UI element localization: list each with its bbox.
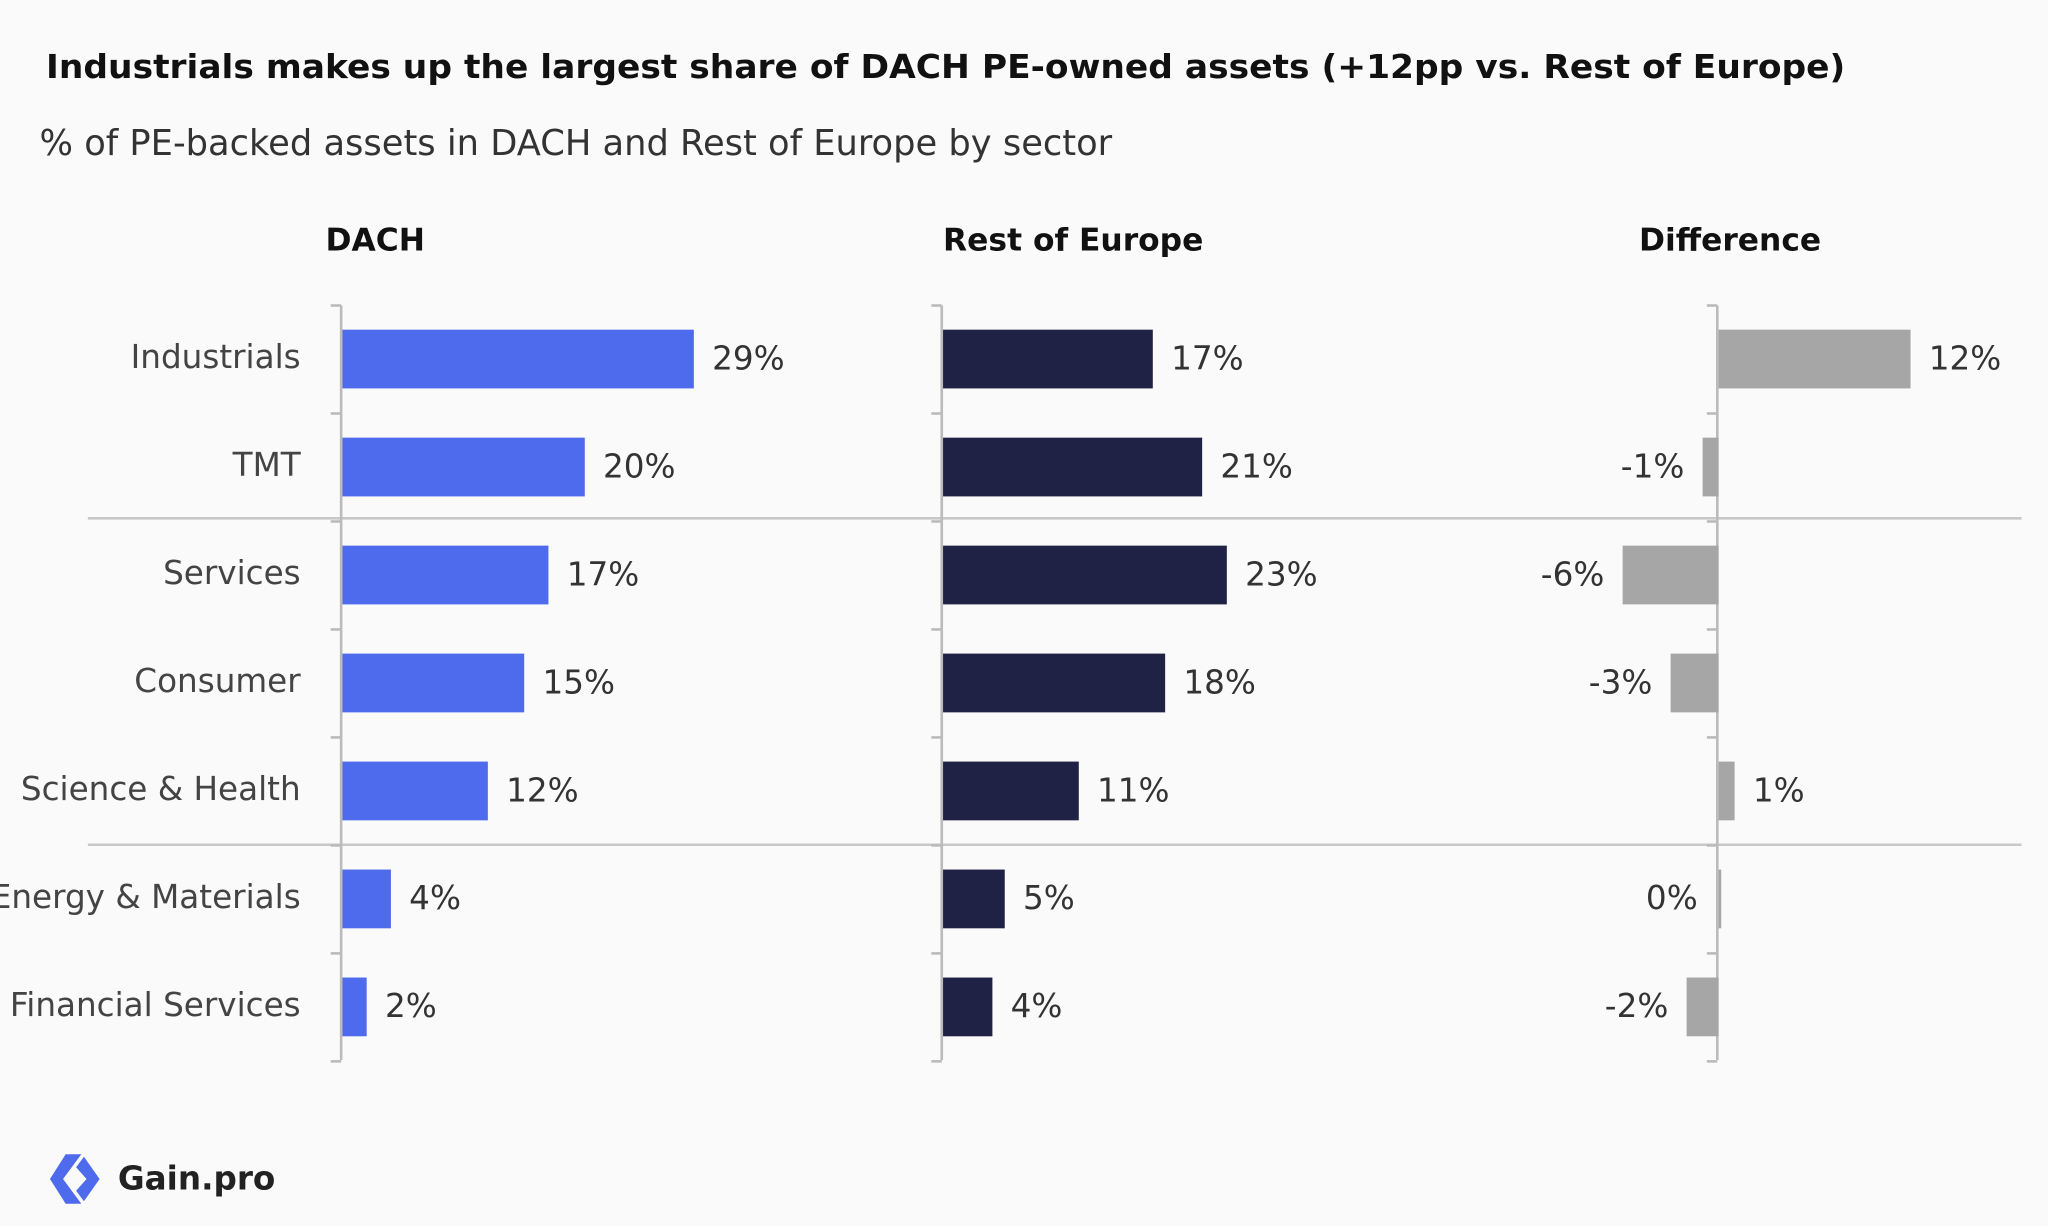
value-label: 4%: [409, 879, 461, 917]
bar: [943, 437, 1203, 497]
value-label: -1%: [1621, 447, 1685, 485]
bar: [342, 545, 549, 605]
bar: [943, 545, 1227, 605]
value-label: 18%: [1183, 663, 1256, 701]
value-label: 29%: [712, 339, 785, 377]
bar: [1718, 761, 1735, 821]
category-label: Services: [163, 554, 301, 592]
value-label: 1%: [1753, 771, 1805, 809]
bar: [342, 761, 488, 821]
value-label: 12%: [1929, 339, 2002, 377]
value-label: -6%: [1541, 555, 1605, 593]
value-label: 21%: [1220, 447, 1293, 485]
value-label: 11%: [1097, 771, 1170, 809]
value-label: -3%: [1589, 663, 1653, 701]
category-label: Financial Services: [10, 986, 301, 1024]
bar: [943, 329, 1153, 389]
bar: [943, 869, 1005, 929]
bar: [943, 653, 1166, 713]
value-label: 17%: [567, 555, 640, 593]
category-label: Energy & Materials: [0, 878, 301, 916]
panel-title: DACH: [325, 223, 424, 259]
category-label: Consumer: [134, 662, 301, 700]
bar: [1622, 545, 1719, 605]
bar: [943, 761, 1079, 821]
value-label: 23%: [1245, 555, 1318, 593]
chart-subtitle: % of PE-backed assets in DACH and Rest o…: [40, 123, 1113, 164]
value-label: 4%: [1011, 987, 1063, 1025]
value-label: 12%: [506, 771, 579, 809]
value-label: 17%: [1171, 339, 1244, 377]
value-label: 2%: [385, 987, 437, 1025]
bar: [1718, 869, 1722, 929]
brand-logo: Gain.pro: [49, 1154, 275, 1204]
logo-icon: [76, 1156, 100, 1202]
bar: [1718, 329, 1911, 389]
brand-name: Gain.pro: [118, 1159, 275, 1197]
panel-title: Rest of Europe: [943, 223, 1203, 259]
chart-title: Industrials makes up the largest share o…: [46, 48, 1845, 86]
value-label: -2%: [1605, 987, 1669, 1025]
panel-title: Difference: [1639, 223, 1821, 259]
category-label: Science & Health: [21, 770, 301, 808]
bar: [342, 329, 694, 389]
logo-icon: [49, 1154, 82, 1204]
bar: [342, 437, 585, 497]
bar: [342, 977, 367, 1037]
value-label: 5%: [1023, 879, 1075, 917]
category-label: TMT: [232, 446, 302, 484]
category-label: Industrials: [131, 338, 301, 376]
bar: [1702, 437, 1719, 497]
bar: [1686, 977, 1719, 1037]
bar: [342, 653, 525, 713]
value-label: 20%: [603, 447, 676, 485]
bar: [1670, 653, 1719, 713]
bar: [342, 869, 391, 929]
value-label: 15%: [542, 663, 615, 701]
bar: [943, 977, 993, 1037]
value-label: 0%: [1646, 879, 1698, 917]
